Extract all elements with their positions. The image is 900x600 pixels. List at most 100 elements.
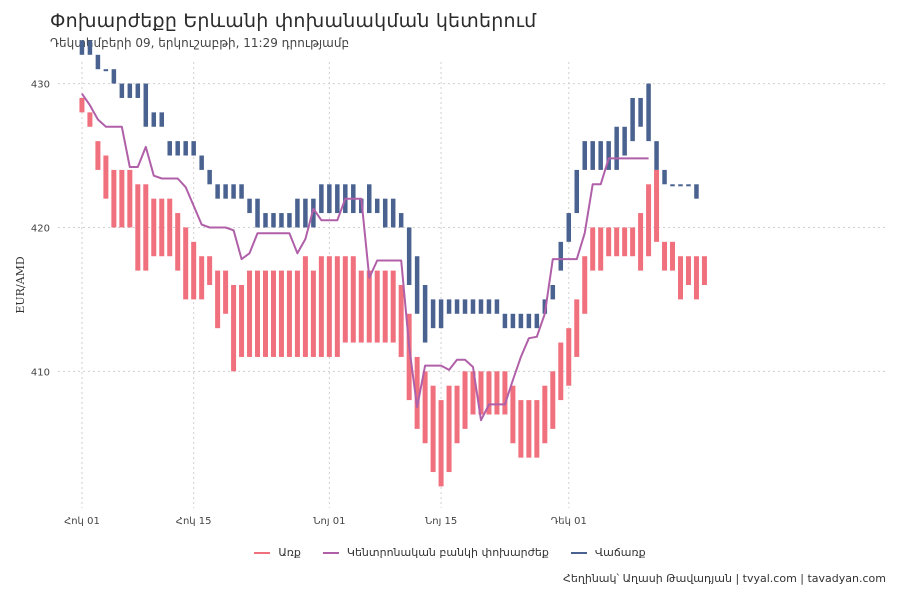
sell-range-bar	[287, 213, 292, 228]
buy-range-bar	[478, 371, 484, 415]
buy-range-bar	[438, 400, 444, 487]
buy-range-bar	[693, 256, 699, 300]
sell-range-bar	[470, 299, 476, 314]
buy-range-bar	[366, 270, 372, 343]
buy-range-bar	[670, 241, 676, 271]
legend-swatch-central	[322, 551, 339, 554]
buy-range-bar	[534, 400, 540, 458]
sell-range-bar	[622, 126, 627, 156]
buy-range-bar	[518, 400, 524, 458]
sell-range-bar	[111, 69, 117, 84]
sell-series	[79, 40, 699, 343]
sell-range-bar	[382, 198, 388, 228]
buy-range-bar	[79, 97, 85, 113]
sell-range-bar	[311, 198, 316, 228]
sell-range-bar	[95, 54, 101, 70]
buy-range-bar	[558, 342, 564, 401]
sell-range-bar	[398, 213, 404, 228]
buy-range-bar	[662, 241, 668, 271]
sell-range-bar	[590, 141, 595, 170]
sell-range-bar	[175, 141, 180, 156]
sell-range-bar	[247, 198, 252, 214]
buy-range-bar	[422, 371, 428, 444]
sell-range-bar	[167, 141, 172, 156]
sell-range-bar	[223, 184, 228, 199]
chart-title: Փոխարժեքը Երևանի փոխանակման կետերում	[50, 10, 537, 32]
buy-range-bar	[191, 241, 197, 300]
buy-range-bar	[263, 270, 268, 357]
buy-range-bar	[215, 270, 221, 329]
buy-range-bar	[622, 227, 628, 257]
sell-range-bar	[606, 141, 611, 170]
sell-range-bar	[662, 169, 667, 185]
sell-range-bar	[191, 141, 196, 156]
buy-range-bar	[510, 385, 516, 444]
buy-range-bar	[302, 256, 308, 357]
sell-range-bar	[686, 184, 691, 187]
chart-subtitle: Դեկտեմբերի 09, երկուշաբթի, 11:29 դրությա…	[50, 36, 350, 50]
sell-range-bar	[542, 299, 548, 314]
axes: 410 420 430 Հոկ 01 Հոկ 15 Նոյ 01 Նոյ 15 Դեկ 01 E…	[14, 80, 587, 527]
sell-range-bar	[303, 198, 308, 228]
buy-range-bar	[167, 198, 173, 257]
buy-range-bar	[566, 328, 572, 386]
sell-range-bar	[327, 184, 332, 214]
buy-range-bar	[151, 198, 157, 257]
sell-range-bar	[478, 299, 484, 314]
buy-range-bar	[701, 256, 707, 285]
y-axis-title: EUR/AMD	[14, 256, 27, 313]
buy-range-bar	[183, 227, 189, 300]
buy-range-bar	[526, 400, 532, 458]
sell-range-bar	[670, 184, 675, 187]
y-tick-label: 410	[31, 367, 50, 378]
buy-range-bar	[614, 227, 620, 257]
y-tick-label: 430	[31, 80, 50, 91]
sell-range-bar	[654, 141, 659, 170]
sell-range-bar	[438, 299, 444, 329]
buy-range-bar	[119, 169, 125, 228]
sell-range-bar	[526, 313, 532, 329]
buy-range-bar	[199, 256, 205, 300]
buy-range-bar	[486, 371, 492, 415]
buy-range-bar	[454, 385, 460, 444]
sell-range-bar	[534, 313, 540, 329]
sell-range-bar	[151, 112, 157, 127]
buy-range-bar	[95, 141, 101, 170]
sell-range-bar	[271, 213, 276, 228]
sell-range-bar	[558, 241, 564, 271]
legend-item-central: Կենտրոնական բանկի փոխարժեք	[322, 546, 549, 559]
buy-range-bar	[143, 184, 149, 271]
buy-range-bar	[502, 371, 508, 415]
sell-range-bar	[462, 299, 468, 314]
buy-range-bar	[406, 313, 412, 401]
sell-range-bar	[135, 83, 141, 98]
legend-label-sell: Վաճառք	[594, 546, 646, 559]
sell-range-bar	[319, 184, 324, 214]
buy-range-bar	[270, 270, 276, 357]
buy-range-bar	[286, 270, 292, 357]
legend-swatch-sell	[570, 551, 587, 554]
buy-range-bar	[574, 299, 580, 357]
legend: Առք Կենտրոնական բանկի փոխարժեք Վաճառք	[0, 546, 900, 559]
y-tick-label: 420	[31, 223, 50, 234]
buy-range-bar	[638, 213, 644, 271]
sell-range-bar	[638, 97, 643, 127]
buy-range-bar	[646, 184, 652, 257]
buy-range-bar	[678, 256, 683, 300]
buy-range-bar	[350, 256, 356, 343]
x-tick-label: Դեկ 01	[551, 516, 587, 527]
buy-range-bar	[598, 227, 604, 271]
legend-swatch-buy	[254, 551, 271, 554]
sell-range-bar	[215, 184, 220, 199]
sell-range-bar	[646, 83, 651, 142]
sell-range-bar	[486, 299, 492, 314]
legend-label-central: Կենտրոնական բանկի փոխարժեք	[346, 546, 549, 559]
buy-range-bar	[294, 270, 300, 357]
sell-range-bar	[446, 299, 452, 314]
sell-range-bar	[87, 40, 93, 55]
buy-range-bar	[590, 227, 596, 271]
buy-range-bar	[111, 169, 117, 228]
sell-range-bar	[406, 227, 412, 285]
sell-range-bar	[390, 198, 396, 228]
